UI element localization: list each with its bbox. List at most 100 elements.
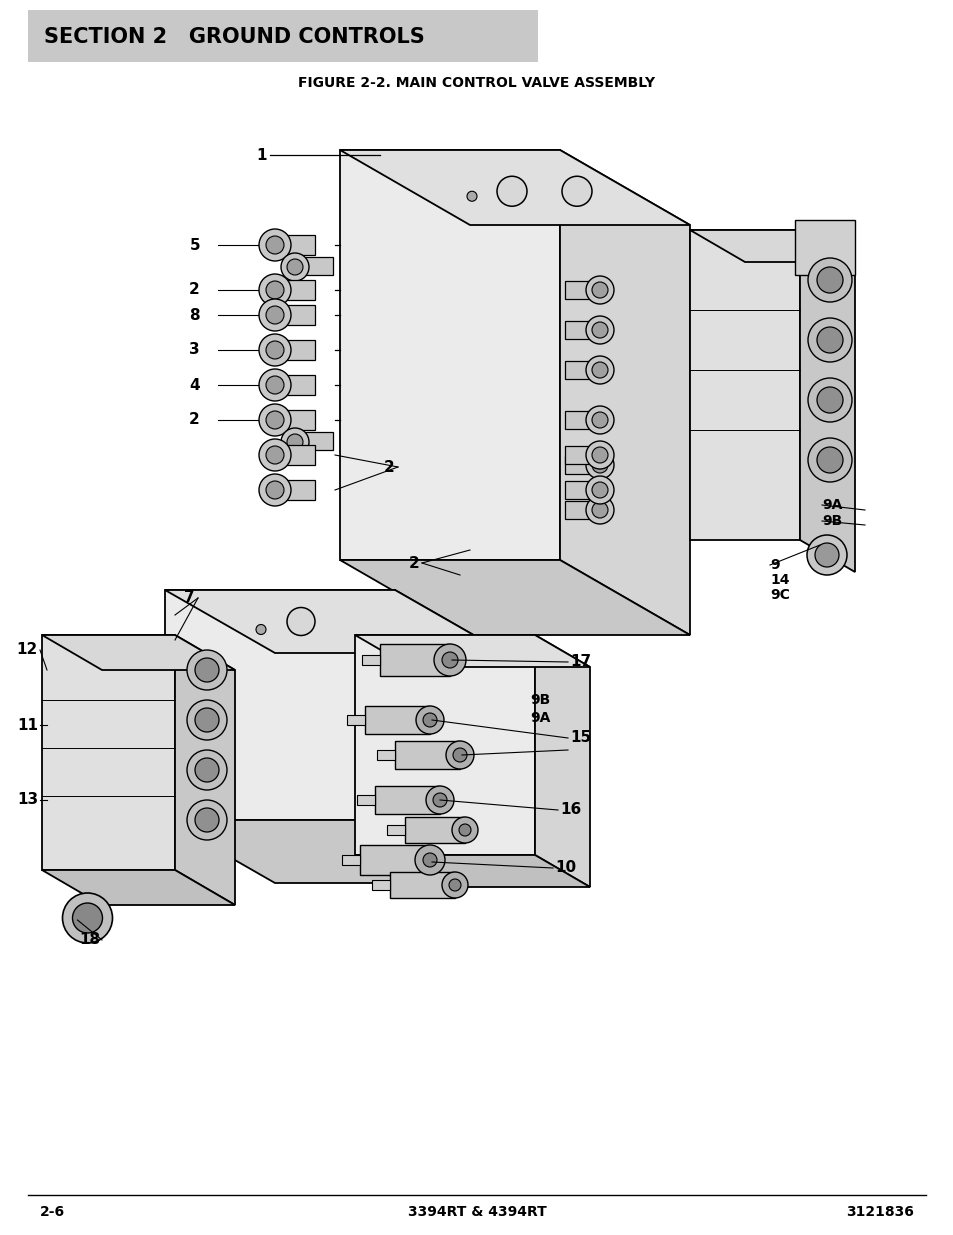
Text: SECTION 2   GROUND CONTROLS: SECTION 2 GROUND CONTROLS	[44, 27, 424, 47]
Text: 3121836: 3121836	[845, 1205, 913, 1219]
Bar	[379, 643, 450, 676]
Bar	[356, 795, 375, 805]
Bar	[564, 411, 593, 429]
Circle shape	[416, 706, 443, 734]
Bar	[564, 361, 593, 379]
Circle shape	[585, 441, 614, 469]
Bar	[564, 282, 593, 299]
Circle shape	[497, 177, 526, 206]
Circle shape	[592, 282, 607, 298]
Bar	[365, 706, 430, 734]
Circle shape	[434, 643, 465, 676]
Bar	[28, 10, 537, 62]
Circle shape	[194, 658, 219, 682]
Bar	[359, 845, 430, 876]
Text: 5: 5	[190, 237, 200, 252]
Text: 16: 16	[559, 803, 580, 818]
Polygon shape	[174, 635, 234, 905]
Circle shape	[187, 750, 227, 790]
Circle shape	[441, 652, 457, 668]
Polygon shape	[800, 230, 854, 572]
Bar	[305, 257, 333, 275]
Circle shape	[266, 306, 284, 324]
Polygon shape	[165, 820, 504, 883]
Text: 8: 8	[190, 308, 200, 322]
Polygon shape	[339, 149, 559, 559]
Polygon shape	[339, 149, 689, 225]
Polygon shape	[165, 590, 395, 820]
Circle shape	[441, 872, 468, 898]
Polygon shape	[339, 559, 689, 635]
Circle shape	[592, 412, 607, 429]
Circle shape	[592, 482, 607, 498]
Circle shape	[592, 447, 607, 463]
Text: FIGURE 2-2. MAIN CONTROL VALVE ASSEMBLY: FIGURE 2-2. MAIN CONTROL VALVE ASSEMBLY	[298, 77, 655, 90]
Circle shape	[266, 480, 284, 499]
Text: 13: 13	[17, 793, 38, 808]
Polygon shape	[42, 635, 174, 869]
Circle shape	[807, 317, 851, 362]
Circle shape	[255, 625, 266, 635]
Polygon shape	[355, 855, 589, 887]
Circle shape	[426, 785, 454, 814]
Bar	[285, 235, 314, 254]
Text: 9B: 9B	[530, 693, 550, 706]
Circle shape	[585, 451, 614, 479]
Circle shape	[194, 808, 219, 832]
Text: 9A: 9A	[821, 498, 841, 513]
Polygon shape	[355, 635, 535, 855]
Bar	[285, 375, 314, 395]
Circle shape	[63, 893, 112, 944]
Circle shape	[807, 378, 851, 422]
Circle shape	[806, 535, 846, 576]
Circle shape	[592, 501, 607, 517]
Text: 9B: 9B	[821, 514, 841, 529]
Polygon shape	[689, 230, 800, 540]
Bar	[376, 750, 395, 760]
Bar	[794, 220, 854, 275]
Circle shape	[585, 316, 614, 345]
Bar	[564, 501, 593, 519]
Text: 12: 12	[17, 642, 38, 657]
Bar	[341, 855, 359, 864]
Polygon shape	[165, 590, 504, 653]
Text: 4: 4	[190, 378, 200, 393]
Bar	[564, 480, 593, 499]
Circle shape	[816, 447, 842, 473]
Text: 14: 14	[769, 573, 789, 587]
Circle shape	[585, 496, 614, 524]
Circle shape	[446, 741, 474, 769]
Text: 7: 7	[184, 590, 194, 605]
Circle shape	[187, 700, 227, 740]
Text: 10: 10	[555, 861, 576, 876]
Circle shape	[258, 369, 291, 401]
Circle shape	[816, 387, 842, 412]
Circle shape	[287, 433, 303, 450]
Text: 2: 2	[409, 556, 419, 571]
Circle shape	[592, 362, 607, 378]
Circle shape	[281, 253, 309, 282]
Text: 3: 3	[190, 342, 200, 357]
Polygon shape	[395, 590, 504, 883]
Circle shape	[814, 543, 838, 567]
Circle shape	[72, 903, 102, 932]
Text: 11: 11	[17, 718, 38, 732]
Text: 2-6: 2-6	[40, 1205, 65, 1219]
Circle shape	[258, 299, 291, 331]
Polygon shape	[42, 635, 234, 671]
Circle shape	[453, 748, 467, 762]
Bar	[405, 818, 464, 844]
Circle shape	[592, 322, 607, 338]
Text: 2: 2	[189, 283, 200, 298]
Bar	[285, 340, 314, 359]
Bar	[305, 432, 333, 450]
Text: 3394RT & 4394RT: 3394RT & 4394RT	[407, 1205, 546, 1219]
Bar	[347, 715, 365, 725]
Circle shape	[187, 800, 227, 840]
Text: 18: 18	[79, 932, 100, 947]
Bar	[285, 280, 314, 300]
Circle shape	[266, 411, 284, 429]
Text: 9C: 9C	[769, 588, 789, 601]
Polygon shape	[689, 230, 854, 262]
Circle shape	[807, 438, 851, 482]
